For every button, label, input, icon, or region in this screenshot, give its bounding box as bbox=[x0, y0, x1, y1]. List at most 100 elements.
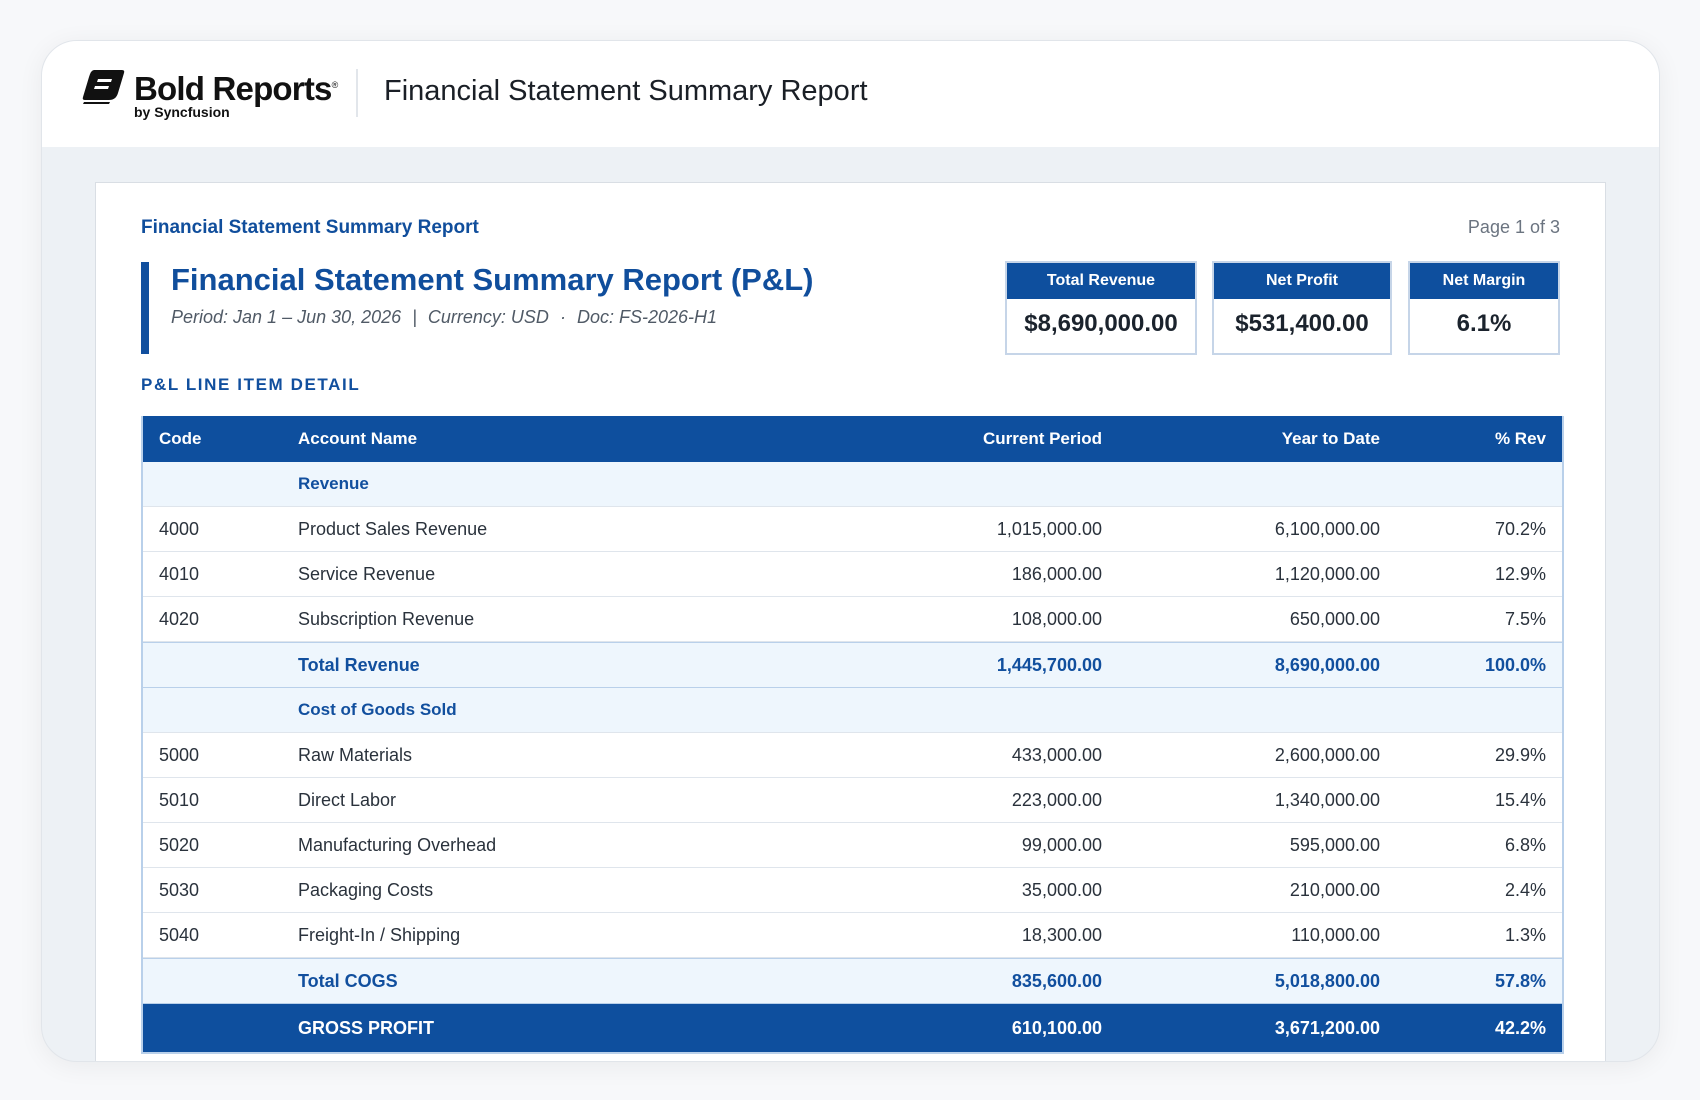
cell-code: 4000 bbox=[159, 519, 200, 539]
table-total-row: Total Revenue 1,445,700.00 8,690,000.00 100… bbox=[143, 642, 1562, 688]
cell-year-to-date: 210,000.00 bbox=[1289, 880, 1380, 900]
cell-pct-rev: 12.9% bbox=[1494, 564, 1546, 584]
kpi-label: Total Revenue bbox=[1007, 263, 1195, 299]
cell-account-name: Raw Materials bbox=[298, 745, 413, 765]
table-row: 5040 Freight-In / Shipping 18,300.00 110,00… bbox=[143, 913, 1562, 958]
brand-registered-mark: ® bbox=[331, 80, 339, 90]
table-gross-profit-row: GROSS PROFIT 610,100.00 3,671,200.00 42.2% bbox=[143, 1004, 1562, 1052]
table-row: 5010 Direct Labor 223,000.00 1,340,000.00 15… bbox=[143, 778, 1562, 823]
topbar-divider bbox=[356, 69, 358, 117]
cell-code: 4020 bbox=[159, 609, 200, 629]
cell-year-to-date: 5,018,800.00 bbox=[1274, 971, 1380, 991]
cell-current-period: 1,445,700.00 bbox=[996, 655, 1102, 675]
report-page: Financial Statement Summary Report Page … bbox=[95, 182, 1606, 1061]
cell-account-name: Manufacturing Overhead bbox=[298, 835, 497, 855]
table-row: 5020 Manufacturing Overhead 99,000.00 595,0… bbox=[143, 823, 1562, 868]
kpi-value: $8,690,000.00 bbox=[1024, 310, 1178, 337]
cell-pct-rev: 7.5% bbox=[1504, 609, 1546, 629]
cell-year-to-date: 650,000.00 bbox=[1289, 609, 1380, 629]
cell-account-name: Cost of Goods Sold bbox=[298, 700, 457, 719]
kpi-cards: Total Revenue $8,690,000.00 Net Profit $… bbox=[1005, 261, 1560, 355]
cell-current-period: 186,000.00 bbox=[1011, 564, 1102, 584]
cell-year-to-date: 6,100,000.00 bbox=[1274, 519, 1380, 539]
column-header-account-name[interactable]: Account Name bbox=[298, 429, 418, 448]
cell-account-name: Freight-In / Shipping bbox=[298, 925, 461, 945]
app-title: Financial Statement Summary Report bbox=[384, 75, 868, 107]
cell-code: 5010 bbox=[159, 790, 200, 810]
table-header-row: Code Account Name Current Period Year to… bbox=[143, 416, 1562, 462]
cell-year-to-date: 1,120,000.00 bbox=[1274, 564, 1380, 584]
cell-current-period: 18,300.00 bbox=[1021, 925, 1102, 945]
report-title-block: Financial Statement Summary Report (P&L)… bbox=[141, 262, 814, 354]
cell-account-name: Direct Labor bbox=[298, 790, 397, 810]
meta-separator: | bbox=[412, 307, 417, 327]
cell-code: 4010 bbox=[159, 564, 200, 584]
cell-year-to-date: 595,000.00 bbox=[1289, 835, 1380, 855]
cell-account-name: Packaging Costs bbox=[298, 880, 434, 900]
cell-account-name: Total Revenue bbox=[298, 655, 420, 675]
table-row: 4000 Product Sales Revenue 1,015,000.00 6,1… bbox=[143, 507, 1562, 552]
report-doc-id: Doc: FS-2026-H1 bbox=[576, 307, 718, 327]
kpi-value: $531,400.00 bbox=[1235, 310, 1369, 337]
cell-account-name: Product Sales Revenue bbox=[298, 519, 488, 539]
cell-year-to-date: 2,600,000.00 bbox=[1274, 745, 1380, 765]
cell-account-name: GROSS PROFIT bbox=[298, 1018, 435, 1038]
brand-logo[interactable]: Bold Reports® by Syncfusion bbox=[82, 69, 338, 121]
table-row: 4010 Service Revenue 186,000.00 1,120,000.0… bbox=[143, 552, 1562, 597]
table-row: 5030 Packaging Costs 35,000.00 210,000.00 2.… bbox=[143, 868, 1562, 913]
cell-account-name: Subscription Revenue bbox=[298, 609, 475, 629]
cell-code: 5020 bbox=[159, 835, 200, 855]
cell-current-period: 35,000.00 bbox=[1021, 880, 1102, 900]
cell-current-period: 433,000.00 bbox=[1011, 745, 1102, 765]
cell-year-to-date: 110,000.00 bbox=[1291, 925, 1380, 945]
cell-account-name: Revenue bbox=[298, 474, 369, 493]
cell-code: 5000 bbox=[159, 745, 200, 765]
cell-pct-rev: 15.4% bbox=[1494, 790, 1546, 810]
table-row: 4020 Subscription Revenue 108,000.00 650,00… bbox=[143, 597, 1562, 642]
cell-account-name: Service Revenue bbox=[298, 564, 436, 584]
cell-pct-rev: 6.8% bbox=[1504, 835, 1546, 855]
cell-current-period: 835,600.00 bbox=[1011, 971, 1102, 991]
kpi-net-margin: Net Margin 6.1% bbox=[1408, 261, 1560, 355]
cell-current-period: 99,000.00 bbox=[1021, 835, 1102, 855]
section-heading: P&L LINE ITEM DETAIL bbox=[141, 375, 361, 394]
table-total-row: Total COGS 835,600.00 5,018,800.00 57.8% bbox=[143, 958, 1562, 1004]
kpi-label: Net Profit bbox=[1214, 263, 1390, 299]
kpi-net-profit: Net Profit $531,400.00 bbox=[1212, 261, 1392, 355]
cell-year-to-date: 8,690,000.00 bbox=[1274, 655, 1380, 675]
cell-current-period: 223,000.00 bbox=[1011, 790, 1102, 810]
cell-pct-rev: 42.2% bbox=[1494, 1018, 1546, 1038]
kpi-value: 6.1% bbox=[1456, 310, 1512, 337]
report-currency: Currency: USD bbox=[427, 307, 549, 327]
cell-code: 5030 bbox=[159, 880, 200, 900]
kpi-label: Net Margin bbox=[1410, 263, 1558, 299]
bold-reports-logo-icon bbox=[82, 70, 125, 104]
pl-line-item-table: Code Account Name Current Period Year to… bbox=[141, 416, 1564, 1054]
column-header-current-period[interactable]: Current Period bbox=[982, 429, 1102, 448]
cell-account-name: Total COGS bbox=[298, 971, 398, 991]
cell-pct-rev: 2.4% bbox=[1504, 880, 1546, 900]
cell-pct-rev: 57.8% bbox=[1494, 971, 1546, 991]
cell-year-to-date: 3,671,200.00 bbox=[1274, 1018, 1380, 1038]
table-group-row: Cost of Goods Sold bbox=[143, 688, 1562, 733]
brand-name: Bold Reports® bbox=[134, 70, 339, 107]
report-period: Period: Jan 1 – Jun 30, 2026 bbox=[171, 307, 402, 327]
cell-code: 5040 bbox=[159, 925, 200, 945]
brand-subtitle: by Syncfusion bbox=[134, 104, 230, 120]
cell-pct-rev: 29.9% bbox=[1494, 745, 1546, 765]
cell-current-period: 1,015,000.00 bbox=[996, 519, 1102, 539]
cell-pct-rev: 100.0% bbox=[1484, 655, 1546, 675]
cell-current-period: 610,100.00 bbox=[1011, 1018, 1102, 1038]
report-label: Financial Statement Summary Report bbox=[141, 217, 479, 238]
page-indicator: Page 1 of 3 bbox=[1467, 217, 1560, 237]
column-header-year-to-date[interactable]: Year to Date bbox=[1281, 429, 1380, 448]
cell-current-period: 108,000.00 bbox=[1011, 609, 1102, 629]
meta-separator: · bbox=[559, 307, 566, 327]
report-title: Financial Statement Summary Report (P&L) bbox=[171, 262, 814, 297]
cell-pct-rev: 1.3% bbox=[1504, 925, 1546, 945]
column-header-code[interactable]: Code bbox=[159, 429, 202, 448]
top-bar: Bold Reports® by Syncfusion Financial St… bbox=[42, 41, 1659, 147]
column-header-pct-rev[interactable]: % Rev bbox=[1494, 429, 1546, 448]
table-group-row: Revenue bbox=[143, 462, 1562, 507]
table-row: 5000 Raw Materials 433,000.00 2,600,000.00 2… bbox=[143, 733, 1562, 778]
